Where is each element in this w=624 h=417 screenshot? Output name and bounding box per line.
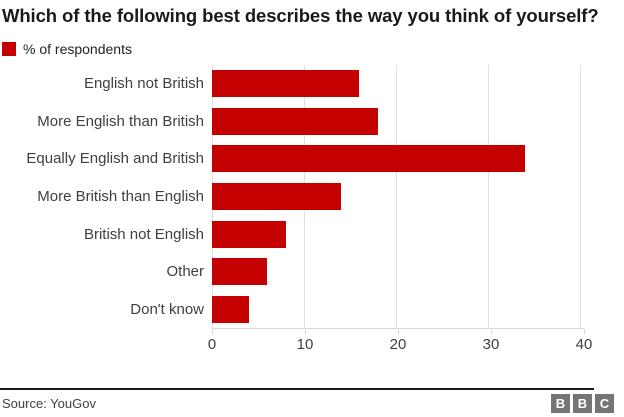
bar <box>212 258 268 286</box>
chart-title: Which of the following best describes th… <box>2 5 599 26</box>
category-label: More British than English <box>37 187 204 205</box>
category-label: Other <box>166 263 204 281</box>
axis-tick-label: 10 <box>296 336 314 354</box>
legend-swatch <box>2 41 16 56</box>
bar <box>212 107 378 135</box>
axis-tick <box>584 329 585 335</box>
category-label: English not British <box>83 74 204 92</box>
chart-row: More British than English <box>2 178 624 216</box>
bbc-logo-block: C <box>595 394 614 413</box>
axis-tick <box>212 329 213 335</box>
category-label: Equally English and British <box>26 150 204 168</box>
bar-chart: English not British More English than Bri… <box>2 64 624 358</box>
bar-track <box>212 220 580 248</box>
bar <box>212 296 249 324</box>
bar-track <box>212 145 580 173</box>
bbc-logo-block: B <box>573 394 592 413</box>
axis-tick-label: 20 <box>389 336 407 354</box>
category-label: British not English <box>83 225 204 243</box>
gridline <box>396 64 397 329</box>
category-label: More English than British <box>37 112 204 130</box>
axis-tick <box>305 329 306 335</box>
bar-track <box>212 69 580 97</box>
footer-divider <box>0 388 594 390</box>
bar <box>212 220 286 248</box>
chart-row: Equally English and British <box>2 140 624 178</box>
legend-label: % of respondents <box>23 40 132 57</box>
axis-tick <box>491 329 492 335</box>
axis-tick <box>398 329 399 335</box>
axis-tick-label: 0 <box>207 336 217 354</box>
source-credit: Source: YouGov <box>2 396 96 411</box>
chart-row: English not British <box>2 65 624 103</box>
axis-tick-label: 40 <box>575 336 593 354</box>
bar <box>212 145 525 173</box>
legend: % of respondents <box>2 40 624 57</box>
bbc-logo-block: B <box>551 394 570 413</box>
bar-track <box>212 296 580 324</box>
bar-track <box>212 107 580 135</box>
chart-rows: English not British More English than Bri… <box>2 65 624 329</box>
chart-row: Other <box>2 253 624 291</box>
bar <box>212 69 360 97</box>
category-label: Don't know <box>130 301 204 319</box>
chart-row: British not English <box>2 215 624 253</box>
bar <box>212 182 341 210</box>
gridline <box>488 64 489 329</box>
chart-row: Don't know <box>2 291 624 329</box>
bar-track <box>212 258 580 286</box>
x-axis: 0 10 20 30 40 <box>208 328 592 357</box>
bar-track <box>212 182 580 210</box>
axis-tick-label: 30 <box>482 336 500 354</box>
chart-row: More English than British <box>2 102 624 140</box>
gridline <box>580 64 581 329</box>
